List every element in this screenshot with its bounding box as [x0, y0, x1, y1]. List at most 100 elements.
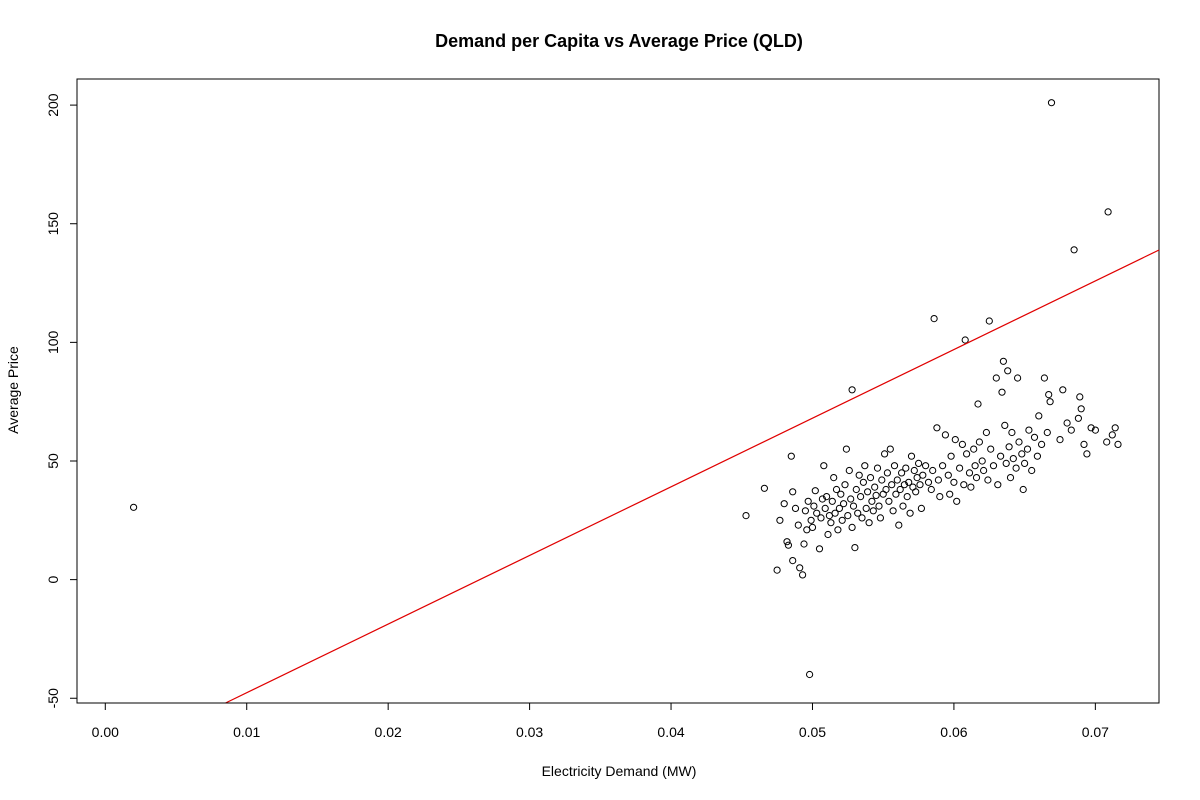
data-point — [742, 512, 750, 520]
data-point — [1046, 398, 1054, 406]
data-point — [776, 516, 784, 524]
data-point — [978, 457, 986, 465]
data-point — [907, 452, 916, 460]
data-point — [800, 540, 808, 548]
data-point — [827, 519, 835, 527]
data-point — [1091, 426, 1100, 434]
data-point — [1076, 393, 1084, 401]
data-point — [1043, 428, 1051, 437]
data-point — [1059, 386, 1067, 394]
data-point — [985, 317, 993, 325]
data-point — [818, 495, 827, 503]
data-point — [936, 493, 944, 501]
data-point — [835, 504, 844, 512]
data-point — [834, 526, 842, 534]
points-layer — [130, 99, 1122, 679]
data-point — [882, 485, 890, 494]
data-point — [965, 469, 974, 477]
x-axis: 0.00 0.01 0.02 0.03 0.04 0.05 0.06 0.07 — [92, 702, 1109, 740]
data-point — [885, 497, 893, 505]
data-point — [1023, 445, 1032, 453]
y-tick-label: 150 — [45, 212, 61, 236]
data-point — [905, 478, 913, 486]
data-point — [773, 566, 781, 574]
data-point — [813, 509, 821, 517]
data-point — [917, 504, 926, 512]
data-point — [944, 471, 952, 479]
data-point — [950, 478, 958, 486]
x-tick-label: 0.07 — [1082, 724, 1109, 740]
data-point — [1103, 438, 1111, 446]
data-point — [869, 507, 877, 515]
x-axis-label: Electricity Demand (MW) — [542, 763, 697, 779]
data-point — [1001, 421, 1009, 429]
data-point — [868, 497, 876, 505]
data-point — [963, 450, 971, 458]
data-point — [1009, 455, 1017, 463]
data-point — [849, 502, 858, 510]
data-point — [801, 507, 810, 515]
data-point — [789, 488, 797, 496]
data-point — [810, 502, 818, 510]
y-tick-label: 100 — [45, 330, 61, 354]
data-point — [927, 485, 935, 494]
data-point — [852, 485, 860, 494]
y-tick-label: -50 — [45, 688, 61, 708]
data-point — [890, 462, 899, 470]
data-point — [823, 493, 831, 501]
data-point — [871, 483, 879, 491]
data-point — [941, 431, 950, 439]
data-point — [997, 452, 1005, 460]
data-point — [796, 564, 804, 572]
data-point — [858, 514, 866, 522]
data-point — [970, 445, 978, 453]
data-point — [845, 466, 853, 475]
data-point — [888, 481, 896, 489]
data-point — [837, 490, 845, 498]
data-point — [1047, 99, 1056, 107]
data-point — [806, 670, 814, 679]
data-point — [859, 478, 868, 486]
data-point — [865, 519, 873, 527]
data-point — [892, 490, 900, 498]
data-point — [844, 512, 852, 520]
data-point — [1040, 374, 1049, 382]
x-tick-label: 0.06 — [940, 724, 967, 740]
data-point — [924, 478, 933, 486]
data-point — [794, 521, 802, 529]
data-point — [791, 504, 800, 512]
data-point — [930, 315, 938, 323]
data-point — [862, 504, 870, 512]
data-point — [900, 481, 909, 489]
data-point — [951, 436, 959, 444]
data-point — [851, 544, 859, 552]
data-point — [934, 476, 943, 484]
data-point — [787, 452, 795, 460]
data-point — [1063, 419, 1071, 427]
data-point — [903, 493, 911, 501]
data-point — [820, 462, 828, 470]
data-point — [929, 466, 937, 475]
data-point — [1083, 450, 1091, 458]
x-tick-label: 0.03 — [516, 724, 543, 740]
data-point — [1111, 424, 1119, 432]
data-point — [896, 485, 904, 494]
data-point — [824, 530, 832, 539]
data-point — [821, 504, 829, 512]
data-point — [1021, 459, 1029, 467]
data-point — [1005, 443, 1013, 451]
data-point — [961, 336, 969, 344]
data-point — [889, 507, 897, 515]
data-point — [912, 488, 920, 496]
data-point — [974, 400, 982, 408]
data-point — [989, 462, 998, 470]
data-point — [1030, 433, 1039, 441]
data-point — [967, 483, 975, 491]
y-axis: -50 0 50 100 150 200 — [45, 93, 78, 708]
data-point — [830, 474, 838, 482]
data-point — [1104, 208, 1112, 216]
data-point — [956, 464, 964, 472]
data-point — [1018, 450, 1026, 458]
data-point — [811, 487, 819, 495]
